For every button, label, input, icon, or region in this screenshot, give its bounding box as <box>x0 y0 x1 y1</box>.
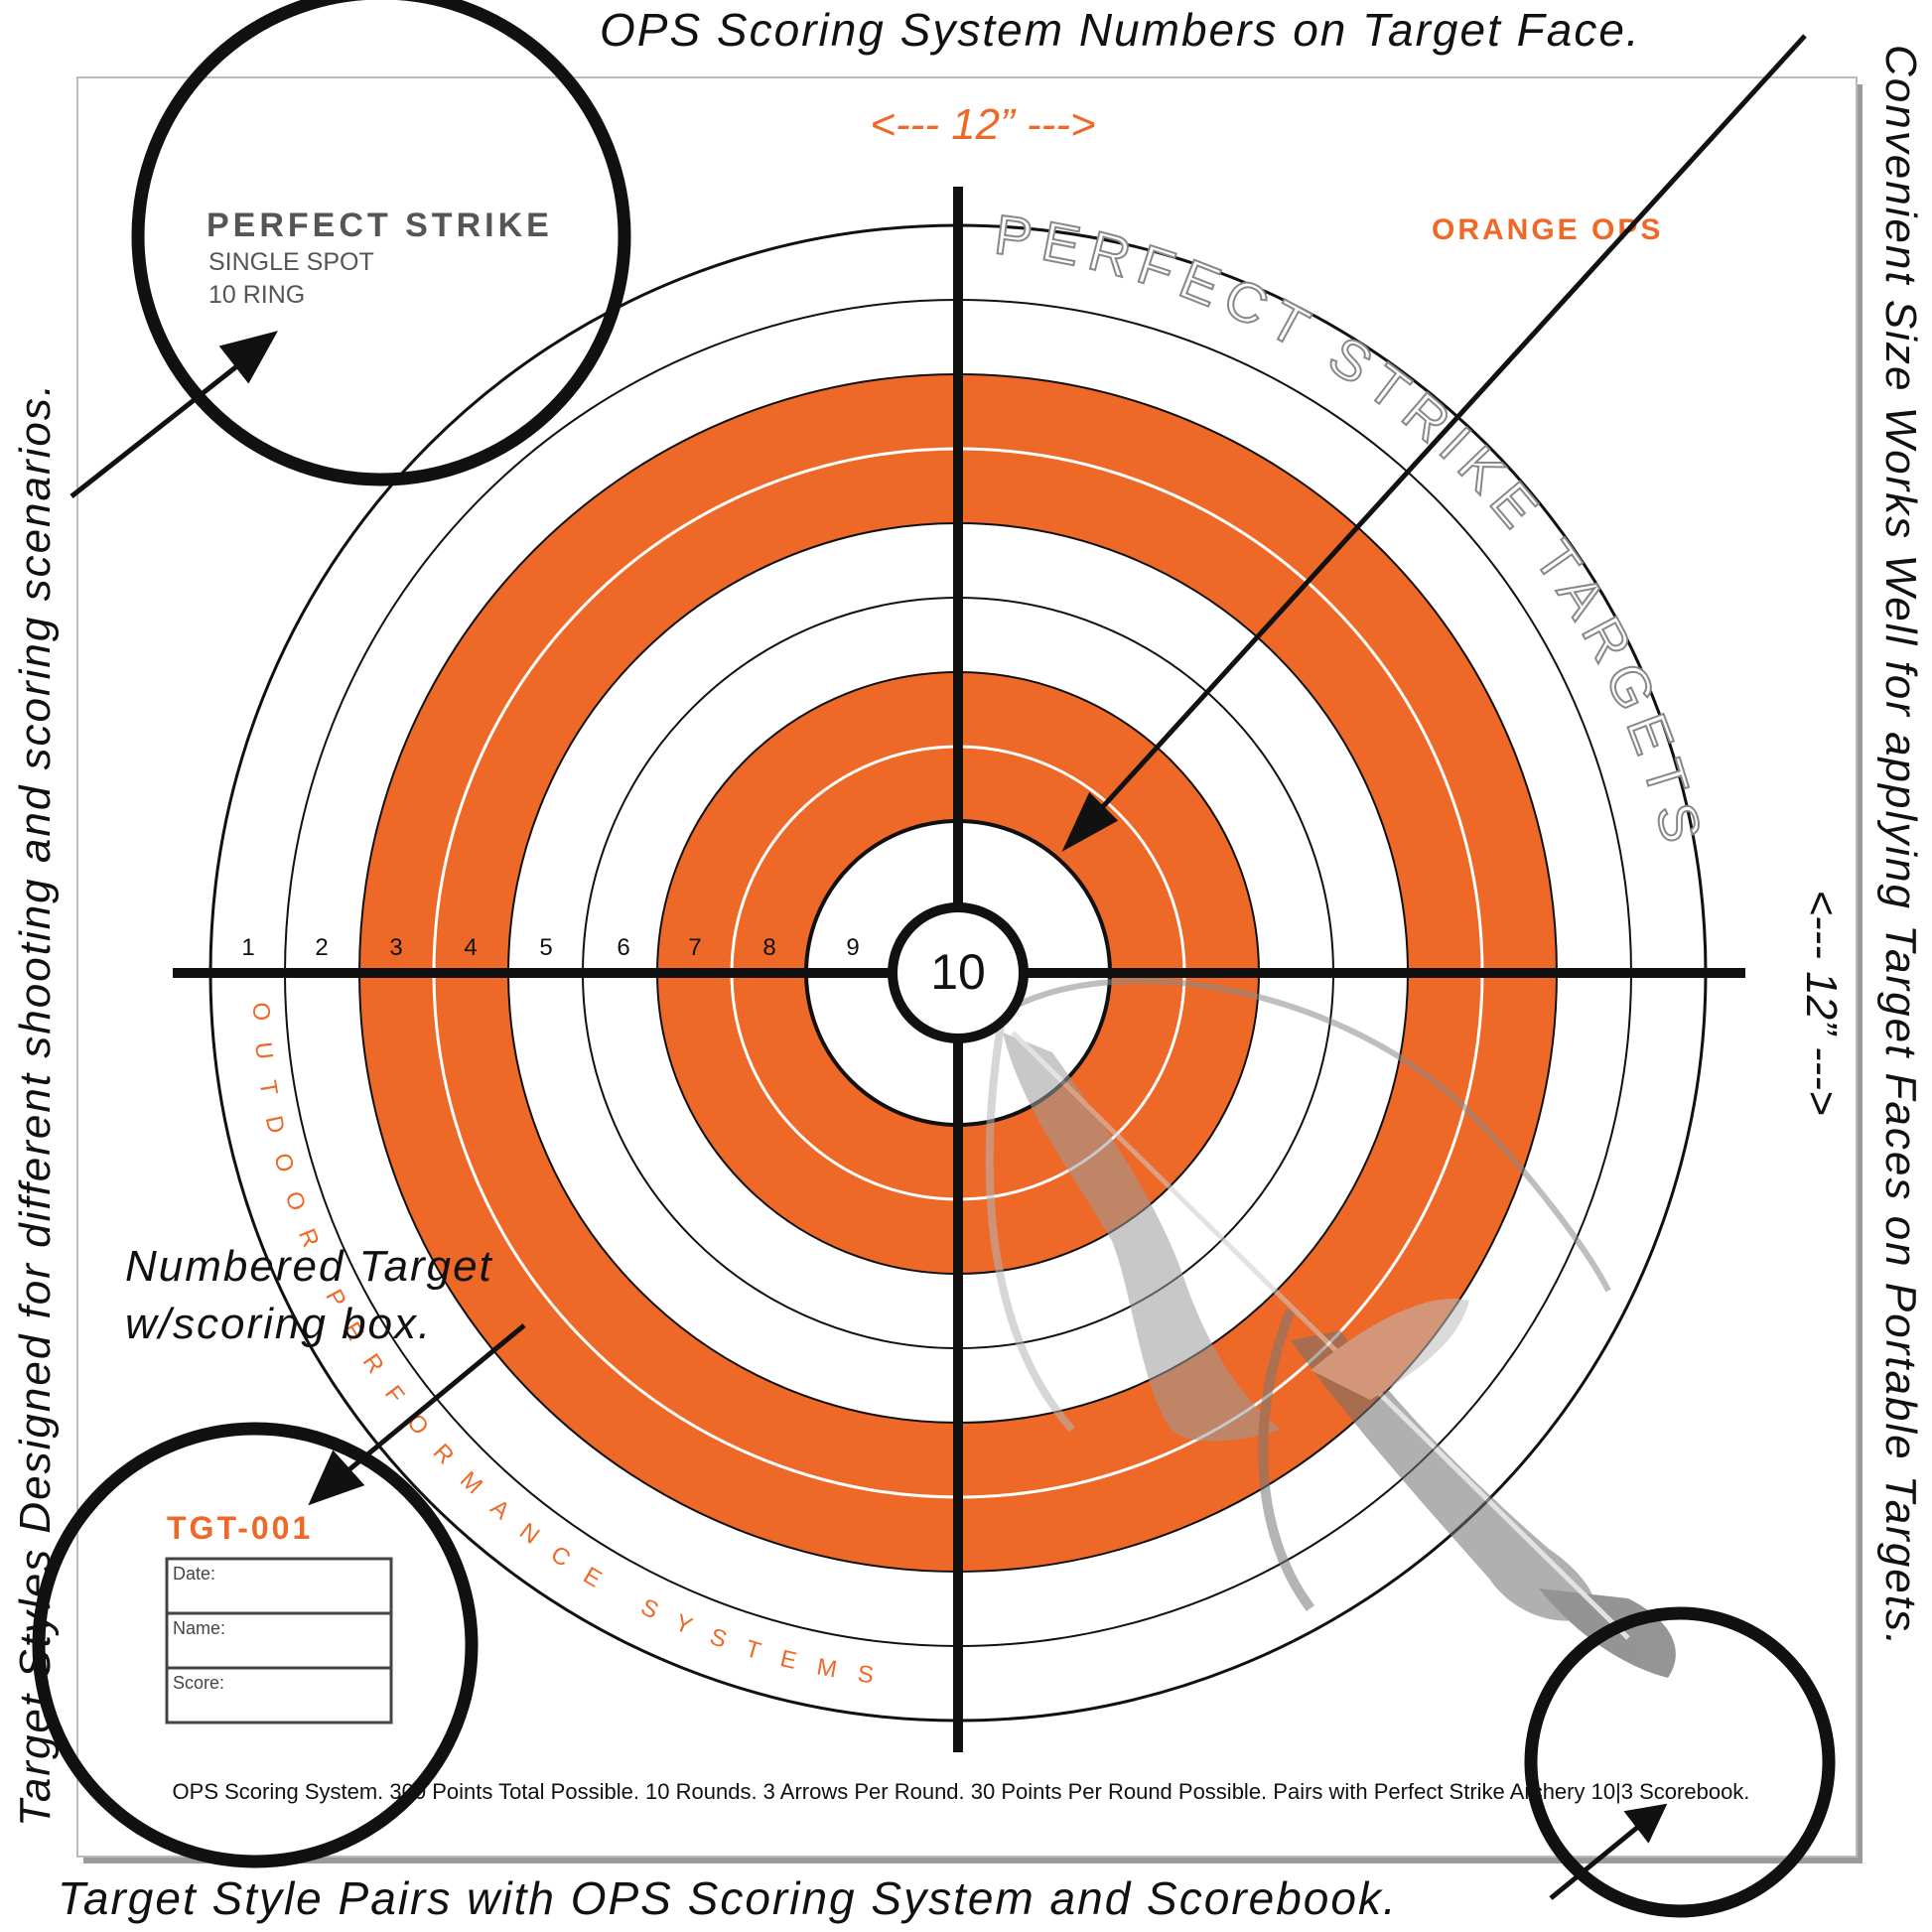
target-style-line1: SINGLE SPOT <box>208 248 374 276</box>
callout-circle-brand <box>131 0 631 486</box>
callout-circle-corner <box>1524 1606 1836 1918</box>
arrow-head-face <box>1061 791 1119 852</box>
target-style-line2: 10 RING <box>208 281 305 309</box>
arrow-line-corner <box>1549 1825 1640 1900</box>
bullseye-ring <box>888 902 1029 1043</box>
arrow-head-corner <box>1623 1803 1668 1844</box>
callout-circle-scorebox <box>32 1422 479 1868</box>
score-box: Date: Name: Score: <box>165 1557 393 1725</box>
target-id-code: TGT-001 <box>167 1510 313 1546</box>
ring-number: 3 <box>389 934 402 961</box>
dimension-top: <--- 12” ---> <box>870 100 1095 149</box>
annotation-numbered-line1: Numbered Target <box>125 1242 493 1291</box>
ring-numbers: 1 2 3 4 5 6 7 8 9 <box>241 934 859 961</box>
ring-number: 2 <box>315 934 328 961</box>
score-box-score: Score: <box>173 1673 224 1693</box>
arrow-head-scorebox <box>308 1449 365 1506</box>
bullseye-label: 10 <box>930 944 986 1000</box>
annotation-right: Convenient Size Works Well for applying … <box>1876 45 1925 1647</box>
ring-number: 8 <box>762 934 775 961</box>
ring-number: 1 <box>241 934 254 961</box>
annotation-top: OPS Scoring System Numbers on Target Fac… <box>600 4 1641 56</box>
ring-number: 5 <box>539 934 552 961</box>
score-box-date: Date: <box>173 1564 215 1584</box>
arrow-line-brand <box>69 355 250 498</box>
ring-number: 7 <box>688 934 701 961</box>
annotation-bottom: Target Style Pairs with OPS Scoring Syst… <box>58 1872 1398 1924</box>
arrow-head-brand <box>218 331 279 384</box>
ring-number: 4 <box>464 934 477 961</box>
score-box-name: Name: <box>173 1618 225 1638</box>
dimension-right: <--- 12” ---> <box>1797 890 1846 1115</box>
score-box-frame <box>165 1557 393 1725</box>
arrow-line-scorebox <box>336 1323 526 1481</box>
orange-ops-logo: ORANGE OPS <box>1432 213 1663 246</box>
arrow-line-face <box>1085 34 1807 826</box>
scoring-footer: OPS Scoring System. 300 Points Total Pos… <box>173 1779 1750 1804</box>
ring-number: 9 <box>846 934 859 961</box>
archer-silhouette-icon <box>985 978 1676 1678</box>
callout-arrows <box>69 34 1807 1900</box>
annotation-left: Target Styles Designed for different sho… <box>11 382 60 1827</box>
brand-header: PERFECT STRIKE <box>207 207 553 244</box>
ring-number: 6 <box>617 934 629 961</box>
annotation-numbered-line2: w/scoring box. <box>125 1300 432 1348</box>
